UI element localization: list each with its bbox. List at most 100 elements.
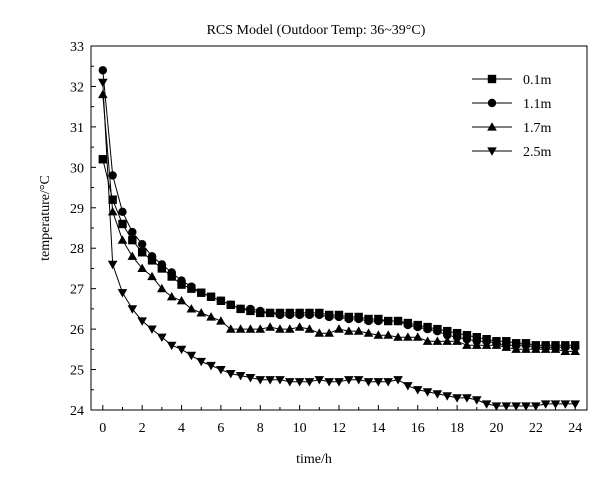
data-point-1-1m xyxy=(275,310,285,320)
data-point-1-7m xyxy=(166,291,177,301)
chart-title: RCS Model (Outdoor Temp: 36~39°C) xyxy=(207,23,426,38)
data-point-1-1m xyxy=(334,312,344,322)
data-point-1-7m xyxy=(127,251,138,260)
data-point-2-5m xyxy=(127,305,138,314)
legend-marker-2-5m xyxy=(487,147,497,156)
data-point-2-5m xyxy=(284,378,295,387)
y-axis: 24 25 26 27 28 29 30 31 32 33 xyxy=(70,40,96,419)
data-point-2-5m xyxy=(550,400,561,409)
data-point-2-5m xyxy=(206,361,216,371)
data-point-0-1m xyxy=(118,219,127,229)
legend: 0.1m 1.1m 1.7m 2.5m xyxy=(472,73,552,160)
series-layer xyxy=(98,66,580,411)
y-tick-label: 31 xyxy=(70,121,84,136)
data-point-2-5m xyxy=(501,402,512,411)
data-point-2-5m xyxy=(324,378,334,387)
data-point-2-5m xyxy=(216,365,226,375)
data-point-2-5m xyxy=(294,378,305,387)
data-point-1-7m xyxy=(245,324,256,333)
y-tick-label: 32 xyxy=(70,80,84,95)
data-point-0-1m xyxy=(128,235,137,245)
data-point-1-7m xyxy=(452,336,462,345)
data-point-1-7m xyxy=(294,322,305,331)
data-point-1-7m xyxy=(284,324,295,333)
y-tick-label: 27 xyxy=(70,283,84,298)
data-point-1-7m xyxy=(570,346,580,355)
data-point-2-5m xyxy=(540,400,551,409)
data-point-2-5m xyxy=(412,386,423,395)
data-point-2-5m xyxy=(235,372,246,381)
data-point-2-5m xyxy=(452,394,462,403)
x-tick-label: 18 xyxy=(450,421,464,436)
data-point-1-1m xyxy=(354,314,363,324)
data-point-1-7m xyxy=(403,332,413,341)
data-point-2-5m xyxy=(363,378,374,387)
data-point-1-1m xyxy=(216,296,226,305)
data-point-2-5m xyxy=(353,376,364,385)
data-point-2-5m xyxy=(225,370,236,379)
x-axis: 0 2 4 6 8 10 12 14 16 18 20 22 24 xyxy=(99,405,582,436)
data-point-1-1m xyxy=(324,312,334,322)
data-point-1-1m xyxy=(344,314,354,324)
data-point-2-5m xyxy=(570,400,580,409)
data-point-1-1m xyxy=(393,316,403,326)
data-point-1-1m xyxy=(285,310,294,320)
data-point-2-5m xyxy=(334,378,344,387)
data-point-2-5m xyxy=(393,376,403,385)
data-point-2-5m xyxy=(442,392,453,401)
legend-marker-0-1m xyxy=(487,74,497,84)
data-point-2-5m xyxy=(304,378,315,387)
data-point-1-1m xyxy=(167,268,176,277)
data-point-2-5m xyxy=(373,378,384,387)
data-point-1-7m xyxy=(540,344,551,353)
data-point-1-1m xyxy=(305,310,314,320)
data-point-1-1m xyxy=(157,260,167,269)
y-tick-label: 30 xyxy=(70,161,84,176)
data-point-1-7m xyxy=(235,324,246,333)
data-point-1-1m xyxy=(295,310,304,320)
data-point-2-5m xyxy=(560,400,571,409)
data-point-1-7m xyxy=(304,324,315,333)
x-tick-label: 10 xyxy=(293,421,307,436)
x-tick-label: 24 xyxy=(568,421,582,436)
data-point-1-1m xyxy=(443,330,452,340)
data-point-1-7m xyxy=(422,336,433,345)
data-point-2-5m xyxy=(196,357,207,367)
data-point-1-1m xyxy=(147,252,157,261)
data-point-2-5m xyxy=(491,402,502,411)
data-point-2-5m xyxy=(314,376,325,385)
data-point-1-1m xyxy=(236,304,245,314)
x-tick-label: 8 xyxy=(257,421,264,436)
data-point-1-7m xyxy=(275,324,285,333)
data-point-1-7m xyxy=(462,340,472,349)
data-point-1-7m xyxy=(117,235,128,244)
data-point-1-1m xyxy=(265,308,275,318)
data-point-2-5m xyxy=(117,289,128,298)
x-axis-title: time/h xyxy=(296,452,332,467)
x-tick-label: 0 xyxy=(99,421,106,436)
data-point-1-7m xyxy=(501,342,512,351)
x-tick-label: 22 xyxy=(529,421,543,436)
data-point-1-7m xyxy=(491,340,502,349)
data-point-1-1m xyxy=(118,207,127,217)
data-point-1-1m xyxy=(137,239,147,249)
data-point-1-1m xyxy=(413,322,422,332)
data-point-1-7m xyxy=(255,324,266,333)
data-point-2-5m xyxy=(265,376,275,385)
data-point-1-1m xyxy=(128,227,137,237)
data-point-1-7m xyxy=(314,328,325,337)
data-point-1-7m xyxy=(560,346,571,355)
data-point-1-7m xyxy=(216,316,226,325)
data-point-1-1m xyxy=(462,335,472,344)
data-point-1-1m xyxy=(108,171,117,180)
data-point-2-5m xyxy=(107,260,118,270)
data-point-2-5m xyxy=(255,376,266,385)
legend-label-0-1m: 0.1m xyxy=(523,73,552,88)
data-point-2-5m xyxy=(186,351,197,361)
data-point-1-7m xyxy=(393,332,403,341)
data-point-2-5m xyxy=(481,400,492,409)
x-tick-label: 6 xyxy=(217,421,224,436)
data-point-1-7m xyxy=(550,344,561,353)
data-point-1-1m xyxy=(98,66,108,75)
x-tick-label: 16 xyxy=(411,421,425,436)
